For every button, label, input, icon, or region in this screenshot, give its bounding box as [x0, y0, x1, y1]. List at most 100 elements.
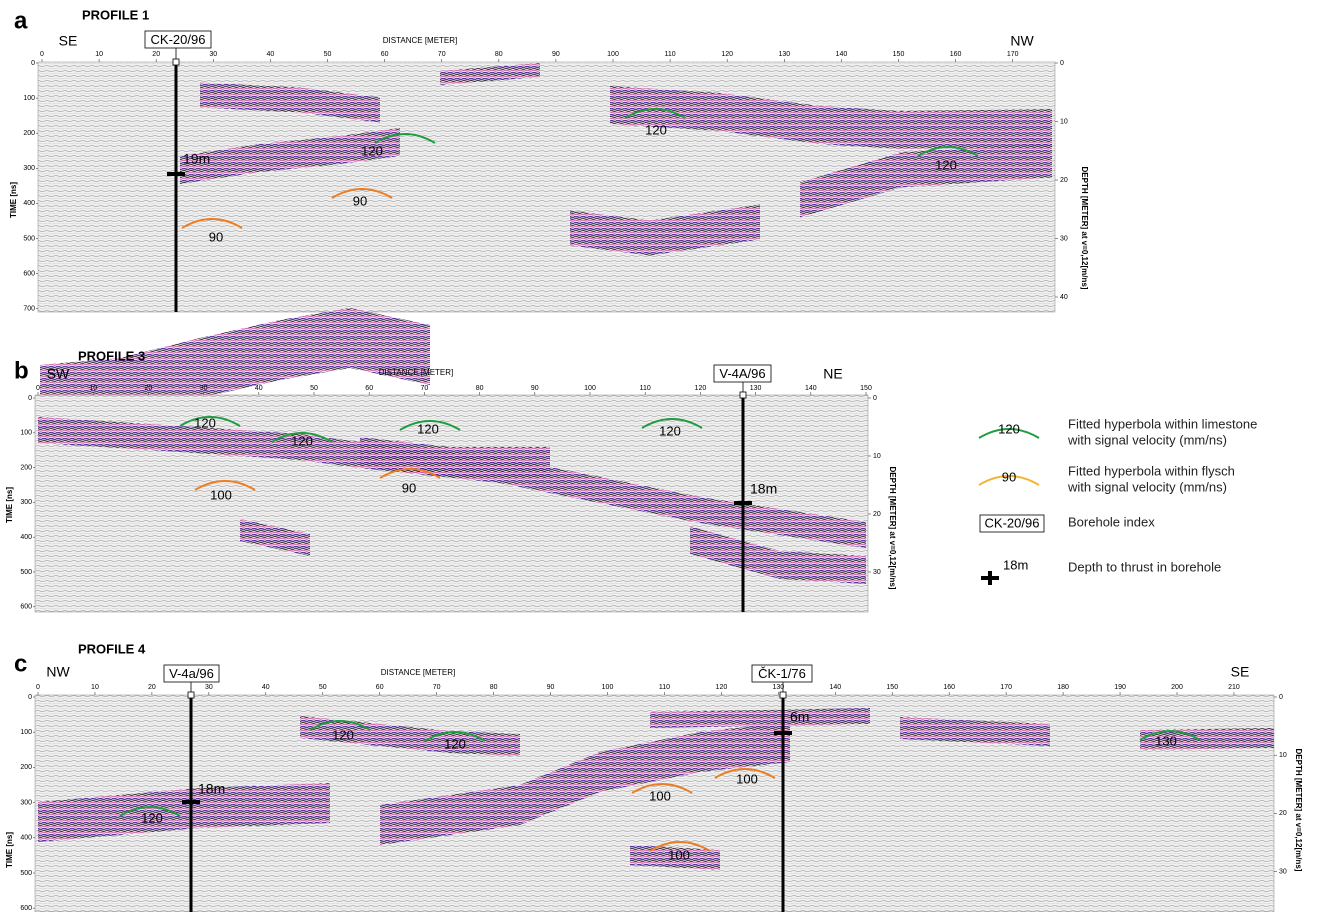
panel-letter: a: [14, 7, 28, 34]
hyperbola: [1139, 730, 1201, 741]
hyperbola: [714, 768, 776, 779]
borehole-name: ČK-1/76: [758, 666, 806, 681]
hyperbola: [119, 806, 181, 817]
reflector: [800, 142, 1052, 218]
hyperbola-velocity: 120: [361, 143, 383, 158]
x-tick-label: 140: [829, 684, 841, 691]
x-tick-label: 40: [267, 51, 275, 58]
hyperbola-velocity: 100: [649, 788, 671, 803]
x-tick-label: 140: [805, 385, 817, 392]
x-tick-label: 150: [893, 51, 905, 58]
reflector: [690, 526, 866, 584]
thrust-marker: [774, 731, 792, 735]
y2-tick-label: 0: [1060, 60, 1064, 67]
thrust-marker: [734, 501, 752, 505]
reflector: [240, 519, 310, 556]
x-tick-label: 110: [640, 385, 651, 392]
thrust-depth: 6m: [790, 709, 809, 725]
y2-axis-title: DEPTH [METER] at v=0,12[m/ns]: [888, 467, 897, 590]
hyperbola: [374, 133, 436, 144]
x-tick-label: 10: [89, 385, 97, 392]
legend-text: Fitted hyperbola within limestone: [1068, 416, 1257, 431]
legend-symbol: 90: [1002, 469, 1016, 484]
borehole-top: [172, 58, 180, 66]
y2-tick-label: 10: [1279, 752, 1287, 759]
y-tick-label: 200: [20, 464, 32, 471]
hyperbola: [179, 416, 241, 427]
reflector: [900, 717, 1050, 746]
end-label: SE: [1231, 664, 1250, 680]
x-tick-label: 90: [531, 385, 539, 392]
panel-letter: b: [14, 357, 29, 384]
x-tick-label: 120: [695, 385, 707, 392]
y-tick-label: 600: [20, 905, 32, 912]
x-tick-label: 160: [950, 51, 962, 58]
hyperbola: [641, 418, 703, 429]
panel-letter: c: [14, 650, 27, 677]
hyperbola-velocity: 120: [141, 810, 163, 825]
y-tick-label: 200: [20, 764, 32, 771]
legend-symbol: 120: [998, 421, 1020, 436]
reflector: [440, 63, 540, 85]
borehole-name: CK-20/96: [151, 32, 206, 47]
y-tick-label: 400: [20, 835, 32, 842]
end-label: NW: [1010, 33, 1034, 49]
hyperbola-velocity: 120: [194, 415, 216, 430]
x-tick-label: 130: [750, 385, 762, 392]
y-tick-label: 300: [20, 799, 32, 806]
x-tick-label: 160: [943, 684, 955, 691]
y2-tick-label: 30: [873, 569, 881, 576]
y2-tick-label: 0: [1279, 694, 1283, 701]
x-tick-label: 70: [433, 684, 441, 691]
x-tick-label: 80: [476, 385, 484, 392]
legend-box: [979, 514, 1045, 533]
x-tick-label: 40: [262, 684, 270, 691]
y-tick-label: 300: [20, 499, 32, 506]
hyperbola-velocity: 130: [1155, 733, 1177, 748]
reflector: [650, 708, 870, 728]
y-axis-title: TIME [ns]: [5, 487, 14, 523]
hyperbola-velocity: 100: [210, 487, 232, 502]
borehole-top: [779, 691, 787, 699]
reflector: [380, 722, 790, 845]
x-tick-label: 50: [324, 51, 332, 58]
thrust-depth: 18m: [198, 781, 225, 797]
thrust-depth: 18m: [750, 481, 777, 497]
legend-symbol: CK-20/96: [985, 515, 1040, 530]
hyperbola-velocity: 120: [444, 736, 466, 751]
x-tick-label: 40: [255, 385, 263, 392]
x-tick-label: 150: [860, 385, 872, 392]
legend-text: Borehole index: [1068, 514, 1155, 529]
thrust-marker: [167, 172, 185, 176]
x-tick-label: 140: [836, 51, 848, 58]
y2-tick-label: 10: [873, 453, 881, 460]
hyperbola: [309, 720, 371, 731]
legend-text: Fitted hyperbola within flysch: [1068, 463, 1235, 478]
hyperbola-velocity: 120: [645, 122, 667, 137]
y-tick-label: 100: [20, 430, 32, 437]
x-tick-label: 60: [365, 385, 373, 392]
x-tick-label: 80: [490, 684, 498, 691]
reflector: [38, 783, 330, 842]
y2-tick-label: 30: [1279, 868, 1287, 875]
y-tick-label: 0: [31, 60, 35, 67]
x-tick-label: 90: [547, 684, 555, 691]
reflector: [300, 716, 520, 756]
y2-tick-label: 20: [1279, 810, 1287, 817]
y2-tick-label: 10: [1060, 118, 1068, 125]
hyperbola-velocity: 120: [332, 727, 354, 742]
thrust-depth: 19m: [183, 151, 210, 167]
hyperbola-velocity: 100: [668, 847, 690, 862]
borehole-name: V-4A/96: [719, 366, 765, 381]
profile-title: PROFILE 4: [78, 641, 146, 656]
legend-symbol: 18m: [1003, 557, 1028, 572]
hyperbola-velocity: 120: [417, 421, 439, 436]
borehole-box: [713, 364, 772, 383]
thrust-marker: [182, 800, 200, 804]
x-tick-label: 130: [778, 51, 790, 58]
hyperbola: [271, 432, 333, 443]
end-label: NW: [46, 664, 70, 680]
y-tick-label: 200: [23, 130, 35, 137]
hyperbola: [181, 218, 243, 229]
x-tick-label: 180: [1057, 684, 1069, 691]
